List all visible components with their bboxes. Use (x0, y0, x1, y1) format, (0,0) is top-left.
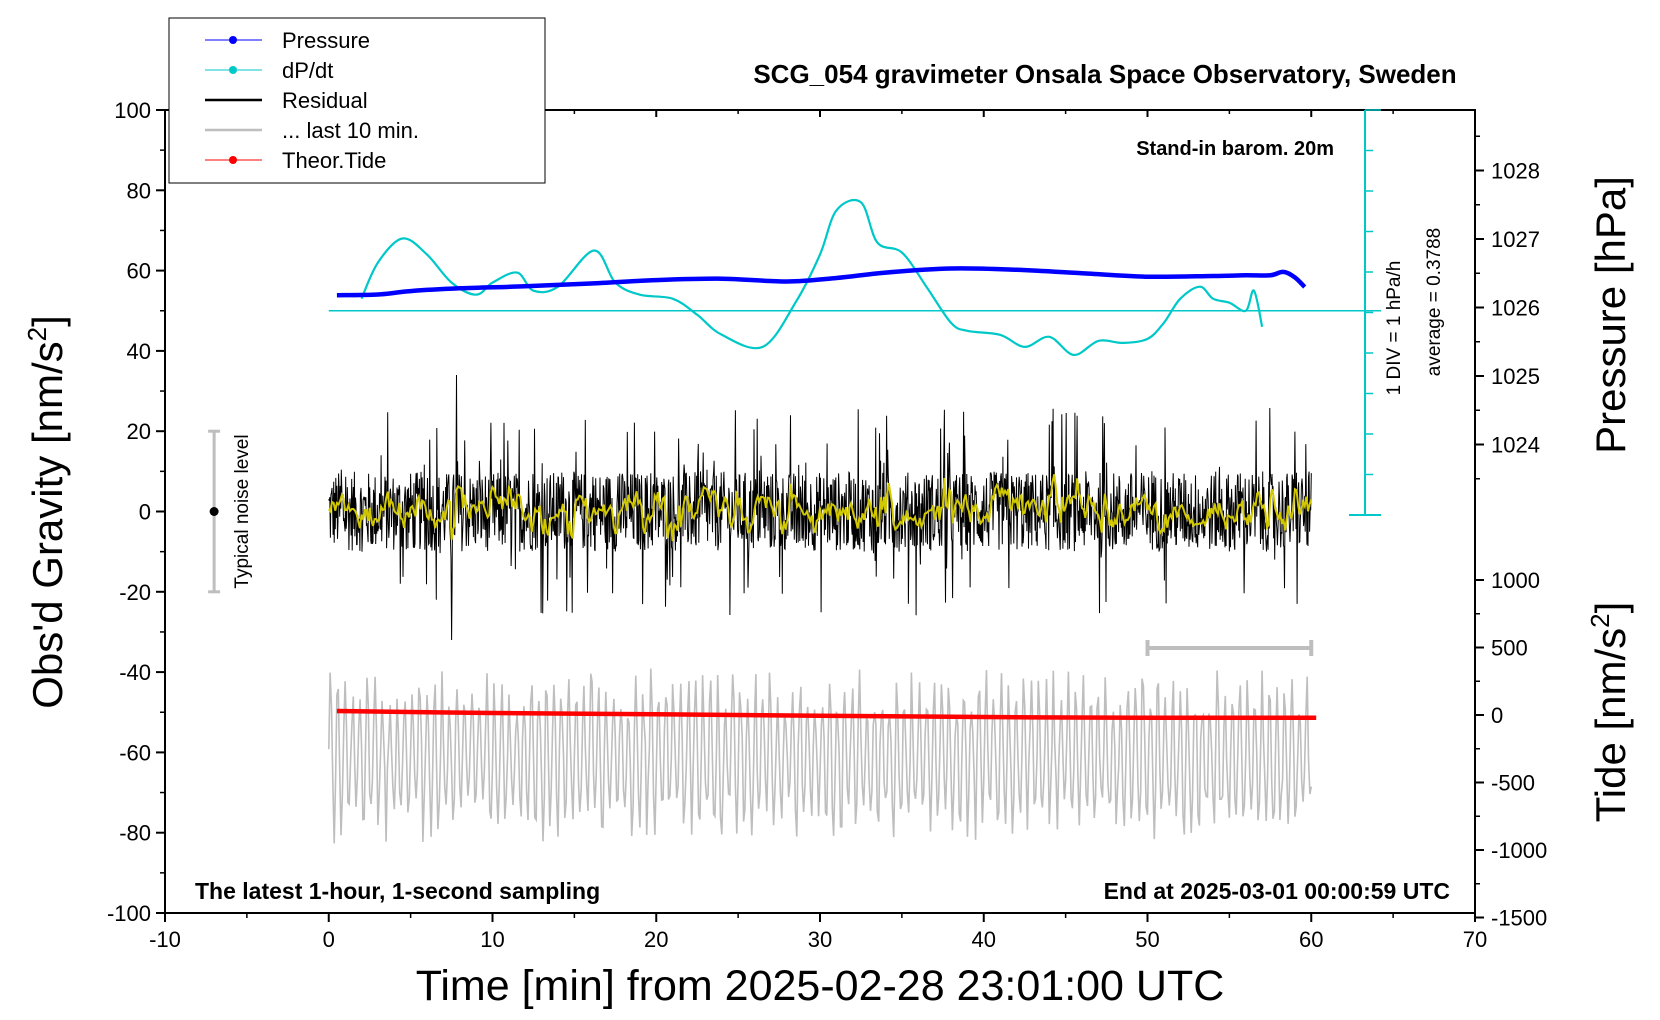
noise-level-indicator: Typical noise level (208, 429, 253, 594)
y-tick-label: -20 (119, 580, 151, 605)
chart-title: SCG_054 gravimeter Onsala Space Observat… (753, 59, 1456, 89)
legend-label: ... last 10 min. (282, 118, 419, 143)
footer-end-time: End at 2025-03-01 00:00:59 UTC (1104, 878, 1450, 904)
y-tick-label: 40 (127, 339, 151, 364)
x-tick-label: -10 (149, 927, 181, 952)
y-tick-label: 60 (127, 259, 151, 284)
x-tick-label: 20 (644, 927, 668, 952)
pressure-tick-label: 1028 (1491, 159, 1540, 184)
x-tick-label: 50 (1135, 927, 1159, 952)
legend-marker (229, 66, 237, 74)
tide-tick-label: 0 (1491, 703, 1503, 728)
tick-layer: -10 0 10 20 30 40 50 60 70-100-80-60-40-20020406… (107, 98, 1547, 952)
pressure-tick-label: 1025 (1491, 364, 1540, 389)
x-tick-label: 40 (972, 927, 996, 952)
y-tick-label: 0 (139, 500, 151, 525)
tide-tick-label: 1000 (1491, 568, 1540, 593)
noise-level-label: Typical noise level (232, 434, 253, 588)
legend: Pressure dP/dt Residual ... last 10 min. The… (168, 17, 546, 184)
y-tick-label: -60 (119, 740, 151, 765)
y-axis-label-tide-main: Tide [nm/s (1587, 628, 1634, 823)
x-tick-label: 30 (808, 927, 832, 952)
legend-label: dP/dt (282, 58, 333, 83)
y-axis-label-pressure: Pressure [hPa] (1587, 176, 1634, 454)
barometer-note: Stand-in barom. 20m (1136, 138, 1334, 160)
legend-label: Theor.Tide (282, 148, 386, 173)
x-axis-label: Time [min] from 2025-02-28 23:01:00 UTC (416, 962, 1225, 1010)
pressure-tick-label: 1027 (1491, 227, 1540, 252)
x-tick-label: 60 (1299, 927, 1323, 952)
y-tick-label: -100 (107, 901, 151, 926)
noise-bar-dot (209, 507, 219, 516)
legend-marker (229, 156, 237, 164)
y-axis-label-left: Obs'd Gravity [nm/s2] (22, 315, 71, 709)
dpdt-scale: 1 DIV = 1 hPa/h average = 0.3788 (328, 109, 1445, 516)
series-residual-smoothed (328, 474, 1313, 542)
tide-tick-label: -1000 (1491, 838, 1547, 863)
series-residual (328, 374, 1312, 641)
y-tick-label: -40 (119, 660, 151, 685)
series-dpdt (360, 199, 1264, 356)
last10-indicator (1145, 640, 1314, 656)
x-tick-label: 10 (480, 927, 504, 952)
pressure-tick-label: 1026 (1491, 296, 1540, 321)
y-tick-label: 100 (114, 98, 151, 123)
tide-tick-label: 500 (1491, 636, 1528, 661)
y-axis-label-left-close: ] (24, 315, 71, 327)
footer-sampling-note: The latest 1-hour, 1-second sampling (195, 878, 600, 904)
y-axis-label-tide-close: ] (1587, 602, 1634, 614)
y-axis-label-tide: Tide [nm/s2] (1585, 602, 1634, 823)
legend-label: Pressure (282, 28, 370, 53)
series-pressure (336, 266, 1307, 298)
dpdt-div-label: 1 DIV = 1 hPa/h (1384, 261, 1405, 396)
tide-tick-label: -1500 (1491, 906, 1547, 931)
legend-marker (229, 36, 237, 44)
y-tick-label: 80 (127, 178, 151, 203)
x-tick-label: 0 (323, 927, 335, 952)
series-theor-tide (336, 708, 1317, 720)
y-axis-label-left-sup: 2 (22, 327, 52, 341)
tide-tick-label: -500 (1491, 771, 1535, 796)
y-axis-label-left-main: Obs'd Gravity [nm/s (24, 341, 71, 708)
x-tick-label: 70 (1463, 927, 1487, 952)
y-axis-label-tide-sup: 2 (1585, 613, 1615, 627)
series-last-10-min (328, 668, 1313, 844)
y-tick-label: 20 (127, 419, 151, 444)
dpdt-average-label: average = 0.3788 (1424, 228, 1445, 376)
legend-label: Residual (282, 88, 368, 113)
y-tick-label: -80 (119, 821, 151, 846)
pressure-tick-label: 1024 (1491, 433, 1540, 458)
